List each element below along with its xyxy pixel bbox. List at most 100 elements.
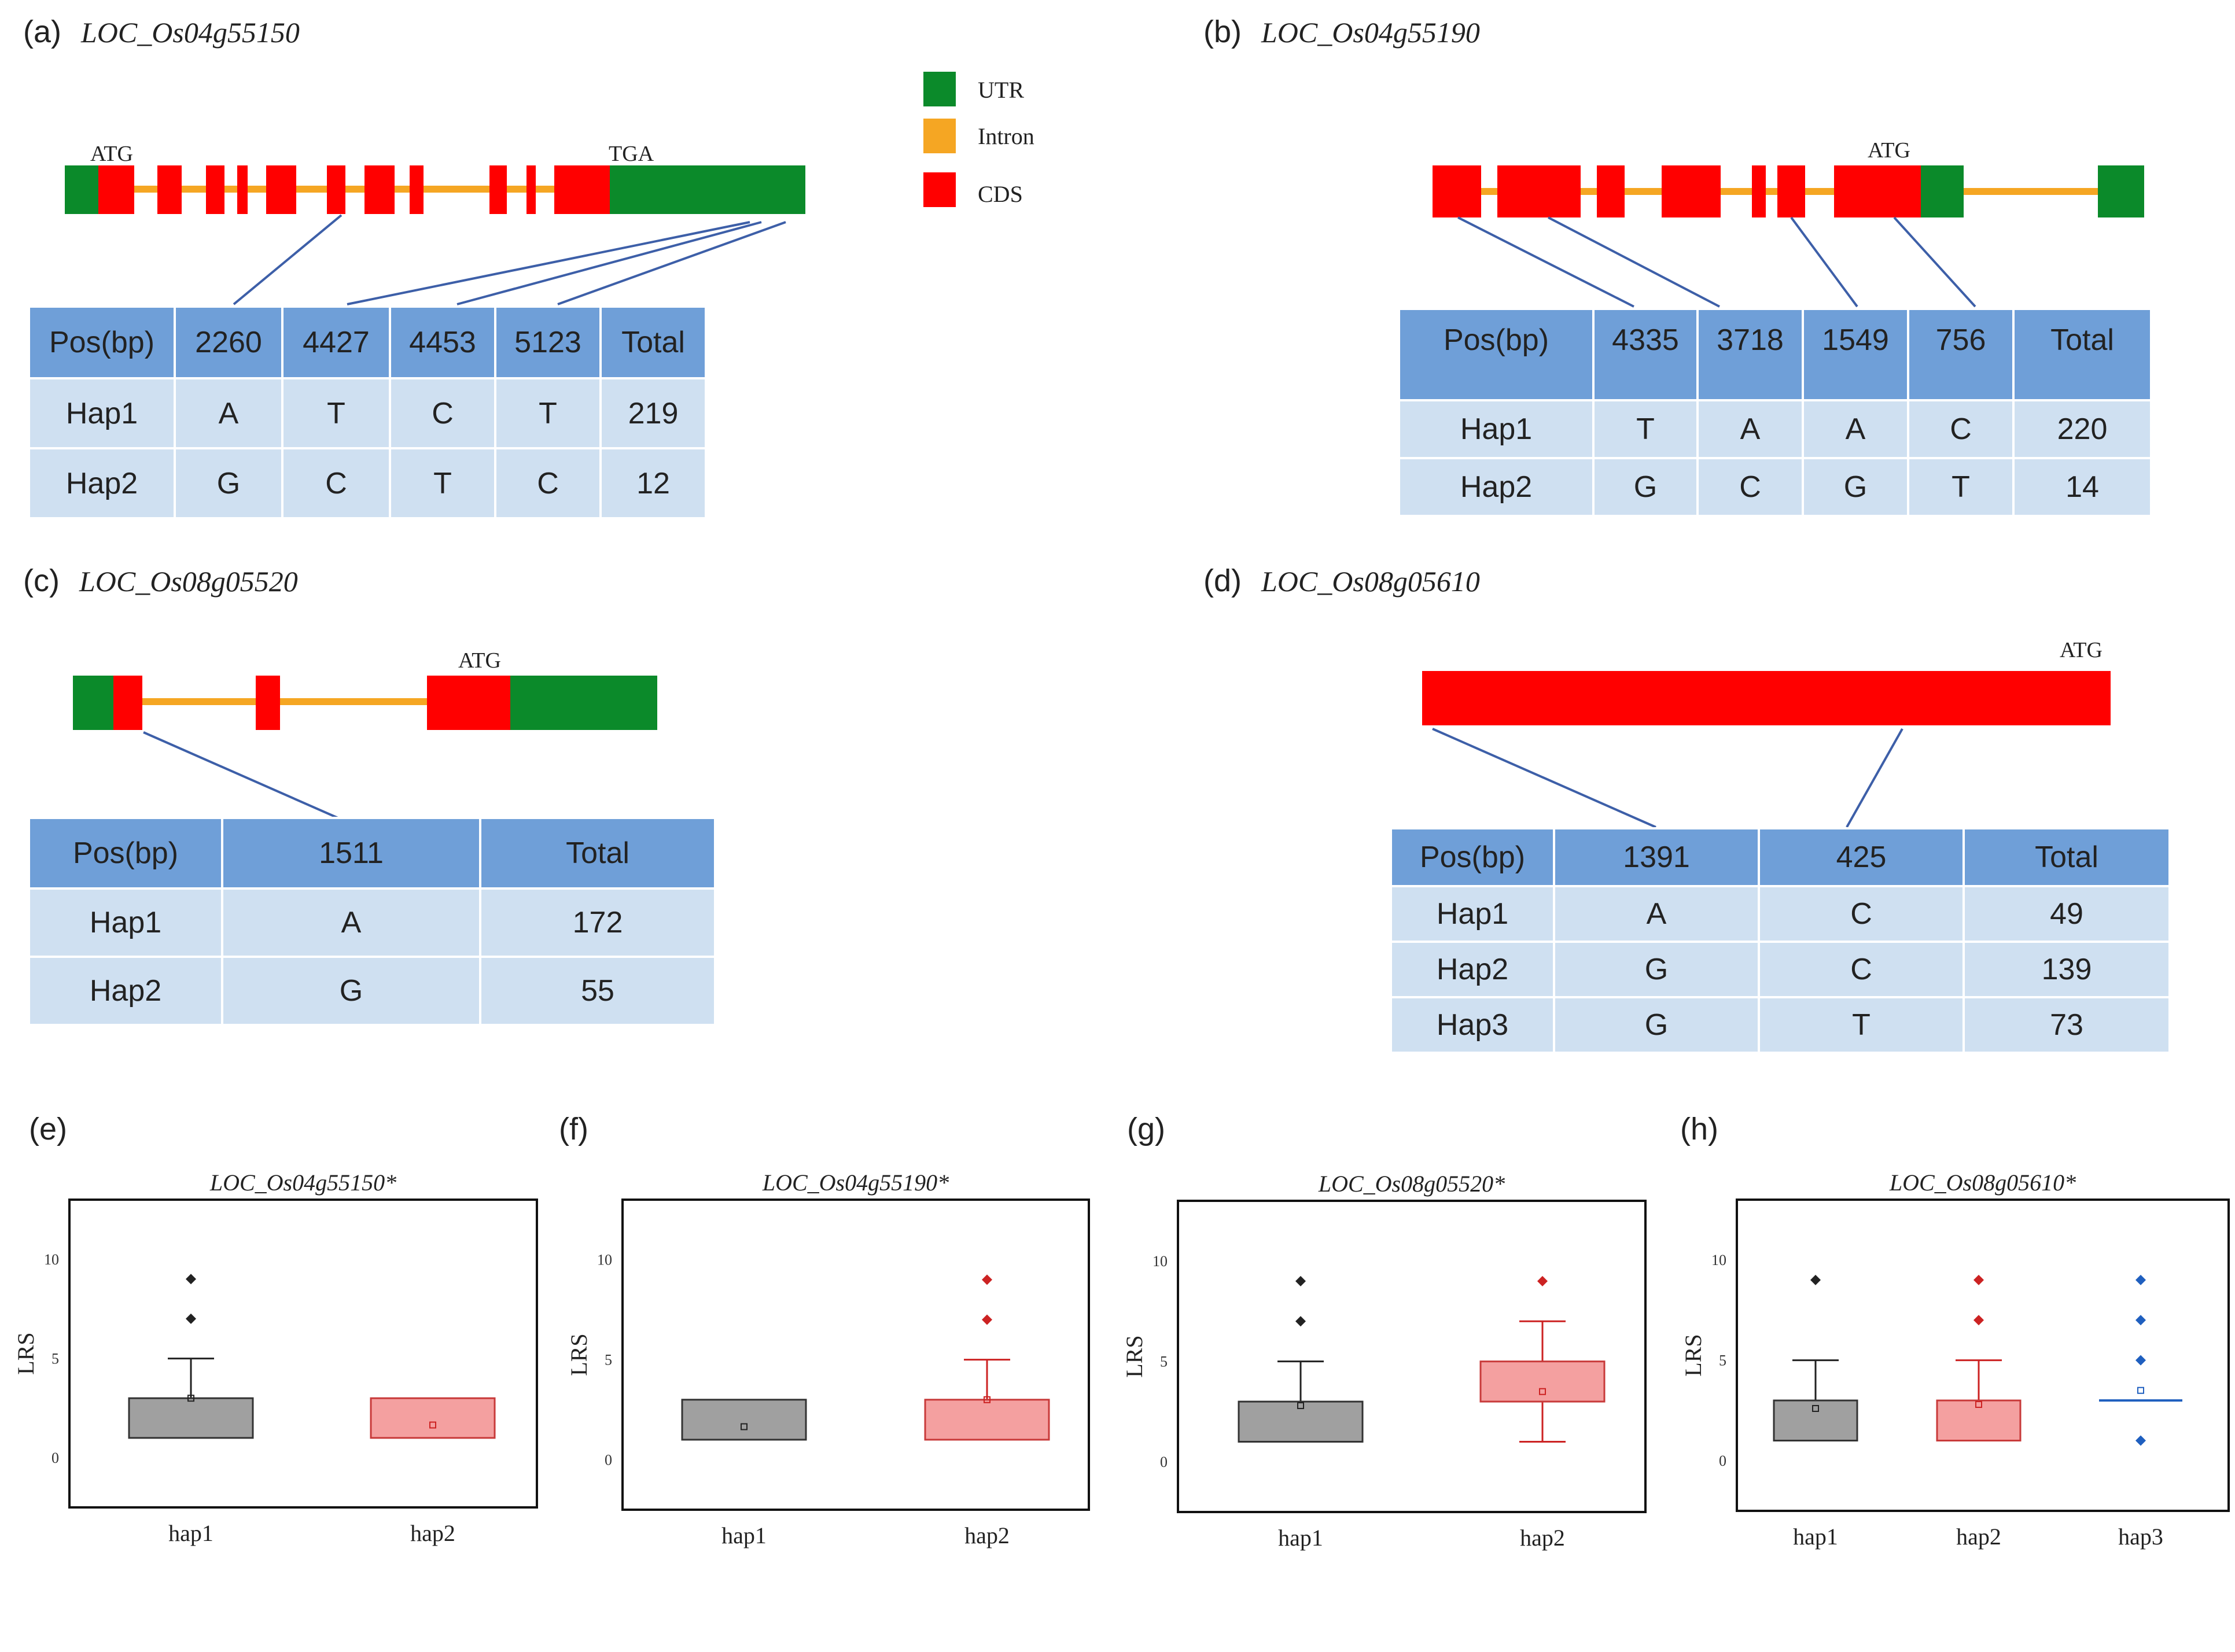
x-category-label: hap2 [964, 1522, 1010, 1548]
table-header-row: Pos(bp) 2260 4427 4453 5123 Total [28, 305, 707, 379]
header-cell: 1511 [221, 817, 481, 890]
snp-connector [1790, 216, 1858, 308]
y-axis-label: LRS [1680, 1334, 1706, 1376]
box-iqr [681, 1399, 807, 1441]
plot-frame [1177, 1200, 1647, 1513]
table-cell: A [1696, 399, 1804, 459]
snp-connector [347, 221, 750, 305]
snp-connector [1846, 728, 1903, 828]
outlier-point [2135, 1315, 2146, 1326]
snp-connector [143, 731, 338, 819]
outlier-point [2135, 1435, 2146, 1446]
table-cell: G [1592, 457, 1699, 517]
outlier-point [982, 1274, 992, 1285]
header-cell: 3718 [1696, 308, 1804, 401]
table-cell: G [1802, 457, 1909, 517]
snp-connector [456, 221, 762, 305]
y-tick-label: 5 [1719, 1352, 1726, 1369]
cds-block [526, 165, 536, 214]
table-cell: Hap3 [1390, 996, 1555, 1054]
box-iqr [370, 1397, 496, 1439]
outlier-point [1973, 1315, 1984, 1326]
x-category-label: hap2 [1520, 1525, 1565, 1551]
cds-block [554, 165, 610, 214]
table-cell: 12 [599, 447, 707, 519]
table-cell: C [1758, 941, 1965, 998]
table-cell: A [1802, 399, 1909, 459]
panel-b-label: (b) LOC_Os04g55190 [1203, 14, 1480, 50]
table-row: Hap1 A 172 [28, 887, 716, 958]
cds-block [1752, 165, 1766, 217]
plot-frame [621, 1199, 1090, 1511]
x-category-label: hap1 [168, 1520, 213, 1546]
header-cell: Total [479, 817, 716, 890]
table-cell: 14 [2012, 457, 2152, 517]
outlier-point [186, 1274, 196, 1285]
y-tick-label: 5 [51, 1351, 59, 1367]
table-header-row: Pos(bp) 1511 Total [28, 817, 716, 890]
table-cell: G [1553, 996, 1760, 1054]
stop-codon-label: TGA [609, 142, 654, 166]
plot-title: LOC_Os08g05520* [1318, 1171, 1505, 1197]
table-cell: G [221, 956, 481, 1026]
header-cell: 756 [1907, 308, 2015, 401]
table-cell: C [281, 447, 391, 519]
table-cell: T [389, 447, 496, 519]
cds-block [410, 165, 424, 214]
mean-marker [741, 1423, 748, 1430]
table-row: Hap2 G C G T 14 [1398, 457, 2152, 517]
y-axis-label: LRS [13, 1332, 39, 1374]
header-cell: 425 [1758, 827, 1965, 887]
gene-model-b: ATG [1433, 138, 2144, 308]
header-cell: 4427 [281, 305, 391, 379]
header-cell: Pos(bp) [28, 817, 223, 890]
table-cell: T [281, 377, 391, 449]
header-cell: Total [1962, 827, 2171, 887]
cds-block [256, 676, 280, 730]
mean-marker [187, 1395, 194, 1402]
outlier-point [1295, 1275, 1306, 1286]
legend-cds-label: CDS [978, 181, 1023, 207]
table-cell: Hap1 [1398, 399, 1595, 459]
cds-block [427, 676, 510, 730]
box-iqr [128, 1397, 254, 1439]
cds-block [98, 165, 134, 214]
y-tick-label: 5 [605, 1352, 612, 1369]
utr-block [1921, 165, 1964, 217]
start-codon-label: ATG [1868, 138, 1910, 163]
box-iqr [1238, 1400, 1364, 1443]
table-header-row: Pos(bp) 4335 3718 1549 756 Total [1398, 308, 2152, 401]
header-cell: Total [2012, 308, 2152, 401]
cds-block [1662, 165, 1721, 217]
legend-utr-label: UTR [978, 77, 1024, 103]
snp-connector [1548, 216, 1720, 308]
box-iqr [1773, 1399, 1858, 1442]
cds-block [327, 165, 345, 214]
gene-model-a: ATG TGA [65, 142, 805, 305]
utr-block [610, 165, 805, 214]
panel-a-label: (a) LOC_Os04g55150 [23, 14, 300, 50]
mean-marker [429, 1421, 436, 1429]
cds-block [1834, 165, 1921, 217]
header-cell: 1549 [1802, 308, 1909, 401]
y-tick-label: 0 [51, 1450, 59, 1466]
y-tick-label: 10 [1711, 1252, 1726, 1269]
header-cell: 2260 [174, 305, 283, 379]
table-cell: A [221, 887, 481, 958]
panel-letter: (h) [1680, 1112, 1718, 1146]
panel-letter: (e) [29, 1112, 67, 1146]
header-cell: Total [599, 305, 707, 379]
x-category-label: hap2 [410, 1520, 455, 1546]
gene-name: LOC_Os04g55150 [81, 16, 300, 49]
start-codon-label: ATG [2060, 638, 2103, 662]
table-cell: Hap1 [28, 887, 223, 958]
haplotype-table-b: Pos(bp) 4335 3718 1549 756 Total Hap1 T … [1398, 308, 2152, 517]
plot-title: LOC_Os04g55190* [762, 1170, 949, 1196]
outlier-point [1295, 1316, 1306, 1327]
plot-frame [68, 1199, 538, 1509]
panel-letter: (c) [23, 563, 60, 598]
utr-block [65, 165, 98, 214]
cds-block [364, 165, 395, 214]
cds-block [489, 165, 507, 214]
table-cell: 172 [479, 887, 716, 958]
